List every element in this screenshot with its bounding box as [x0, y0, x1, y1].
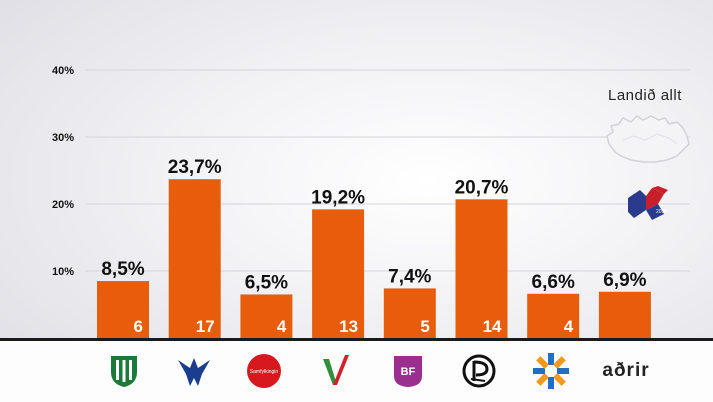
seat-labels: 6 17 4 13 5 14 4	[134, 317, 574, 336]
bar	[240, 294, 293, 338]
value-labels: 8,5% 23,7% 6,5% 19,2% 7,4% 20,7% 6,6% 6,9%	[101, 157, 646, 293]
framsokn-logo-icon	[100, 351, 148, 391]
piratar-logo-icon	[455, 351, 503, 391]
seat-count-label: 4	[564, 317, 574, 336]
bar	[168, 179, 221, 338]
bar	[527, 293, 580, 338]
bjort-framtid-logo-text: BF	[401, 366, 416, 378]
election-logo-icon: 2016	[628, 186, 668, 220]
bar-value-label: 19,2%	[311, 187, 365, 208]
y-tick-label: 10%	[52, 266, 74, 278]
seat-count-label: 17	[196, 317, 215, 336]
bar	[598, 291, 651, 338]
bars	[97, 179, 651, 338]
seat-count-label: 4	[277, 317, 287, 336]
sjalfstaedis-logo-icon	[170, 351, 218, 391]
bar-value-label: 8,5%	[101, 259, 144, 280]
bar-value-label: 23,7%	[168, 157, 222, 178]
seat-count-label: 5	[420, 317, 429, 336]
bar-value-label: 20,7%	[455, 177, 509, 198]
samfylking-logo-text: Samfylkingin	[250, 369, 279, 375]
bar	[97, 281, 149, 338]
region-title: Landið allt	[608, 87, 682, 104]
seat-count-label: 6	[134, 317, 143, 336]
bar-value-label: 6,6%	[532, 272, 575, 293]
bar-value-label: 7,4%	[388, 266, 431, 287]
bar	[455, 199, 508, 338]
others-label-text: aðrir	[602, 360, 650, 381]
bar	[312, 209, 365, 338]
y-tick-label: 40%	[52, 65, 74, 77]
iceland-map-icon	[606, 115, 690, 163]
bar-value-label: 6,9%	[603, 270, 646, 291]
samfylking-logo-icon: Samfylkingin	[240, 351, 288, 391]
bar-value-label: 6,5%	[245, 272, 288, 293]
vinstri-graen-logo-icon	[312, 351, 360, 391]
svg-text:2016: 2016	[656, 209, 667, 215]
seat-count-label: 14	[483, 317, 502, 336]
y-tick-label: 30%	[52, 132, 74, 144]
vidreisn-logo-icon	[527, 351, 575, 391]
bar	[383, 288, 436, 338]
bar-chart: 10% 20% 30% 40% 8,5% 23,7% 6,5% 19,2% 7,4% 20,7%…	[52, 65, 690, 338]
y-tick-label: 20%	[52, 199, 74, 211]
seat-count-label: 13	[339, 317, 358, 336]
bjort-framtid-logo-icon: BF	[384, 351, 432, 391]
y-axis: 10% 20% 30% 40%	[52, 65, 74, 278]
party-logo-strip: Samfylkingin BF	[0, 338, 713, 402]
others-label: aðrir	[596, 351, 656, 391]
